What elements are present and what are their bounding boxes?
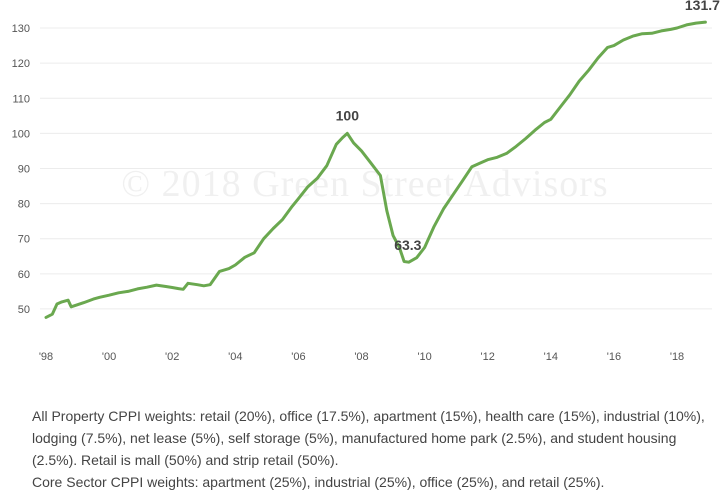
x-tick-label-2006: '06 — [291, 351, 305, 363]
caption-weights-core-sector: Core Sector CPPI weights: apartment (25%… — [32, 474, 605, 490]
watermark-text: © 2018 Green Street Advisors — [121, 163, 608, 205]
annotation-100: 100 — [336, 107, 360, 123]
x-tick-label-1998: '98 — [39, 351, 53, 363]
caption-weights-all-property: All Property CPPI weights: retail (20%),… — [32, 408, 705, 468]
series-line — [44, 20, 707, 319]
annotation-63-3: 63.3 — [394, 237, 421, 253]
x-tick-label-2016: '16 — [607, 351, 621, 363]
x-tick-label-2018: '18 — [670, 351, 684, 363]
y-tick-label-110: 110 — [12, 93, 30, 105]
annotation-131-7: 131.7 — [685, 0, 720, 13]
y-tick-label-90: 90 — [18, 163, 30, 175]
y-tick-label-50: 50 — [18, 304, 30, 316]
y-tick-label-120: 120 — [12, 58, 30, 70]
x-tick-label-2004: '04 — [228, 351, 242, 363]
cppi-line-chart: © 2018 Green Street Advisors 50 60 70 80 90 1… — [12, 0, 721, 363]
x-tick-label-2010: '10 — [417, 351, 431, 363]
x-tick-label-2000: '00 — [102, 351, 116, 363]
x-tick-label-2008: '08 — [354, 351, 368, 363]
y-tick-label-60: 60 — [18, 269, 30, 281]
x-tick-label-2012: '12 — [481, 351, 495, 363]
x-axis-ticks: '98 '00 '02 '04 '06 '08 '10 '12 '14 '16 '18 — [39, 351, 684, 363]
annotations: 100 63.3 131.7 — [336, 0, 721, 253]
x-tick-label-2014: '14 — [544, 351, 558, 363]
y-axis-ticks: 50 60 70 80 90 100 110 120 130 — [12, 23, 30, 316]
y-tick-label-80: 80 — [18, 199, 30, 211]
y-tick-label-100: 100 — [12, 128, 30, 140]
x-tick-label-2002: '02 — [165, 351, 179, 363]
y-tick-label-70: 70 — [18, 234, 30, 246]
y-tick-label-130: 130 — [12, 23, 30, 35]
